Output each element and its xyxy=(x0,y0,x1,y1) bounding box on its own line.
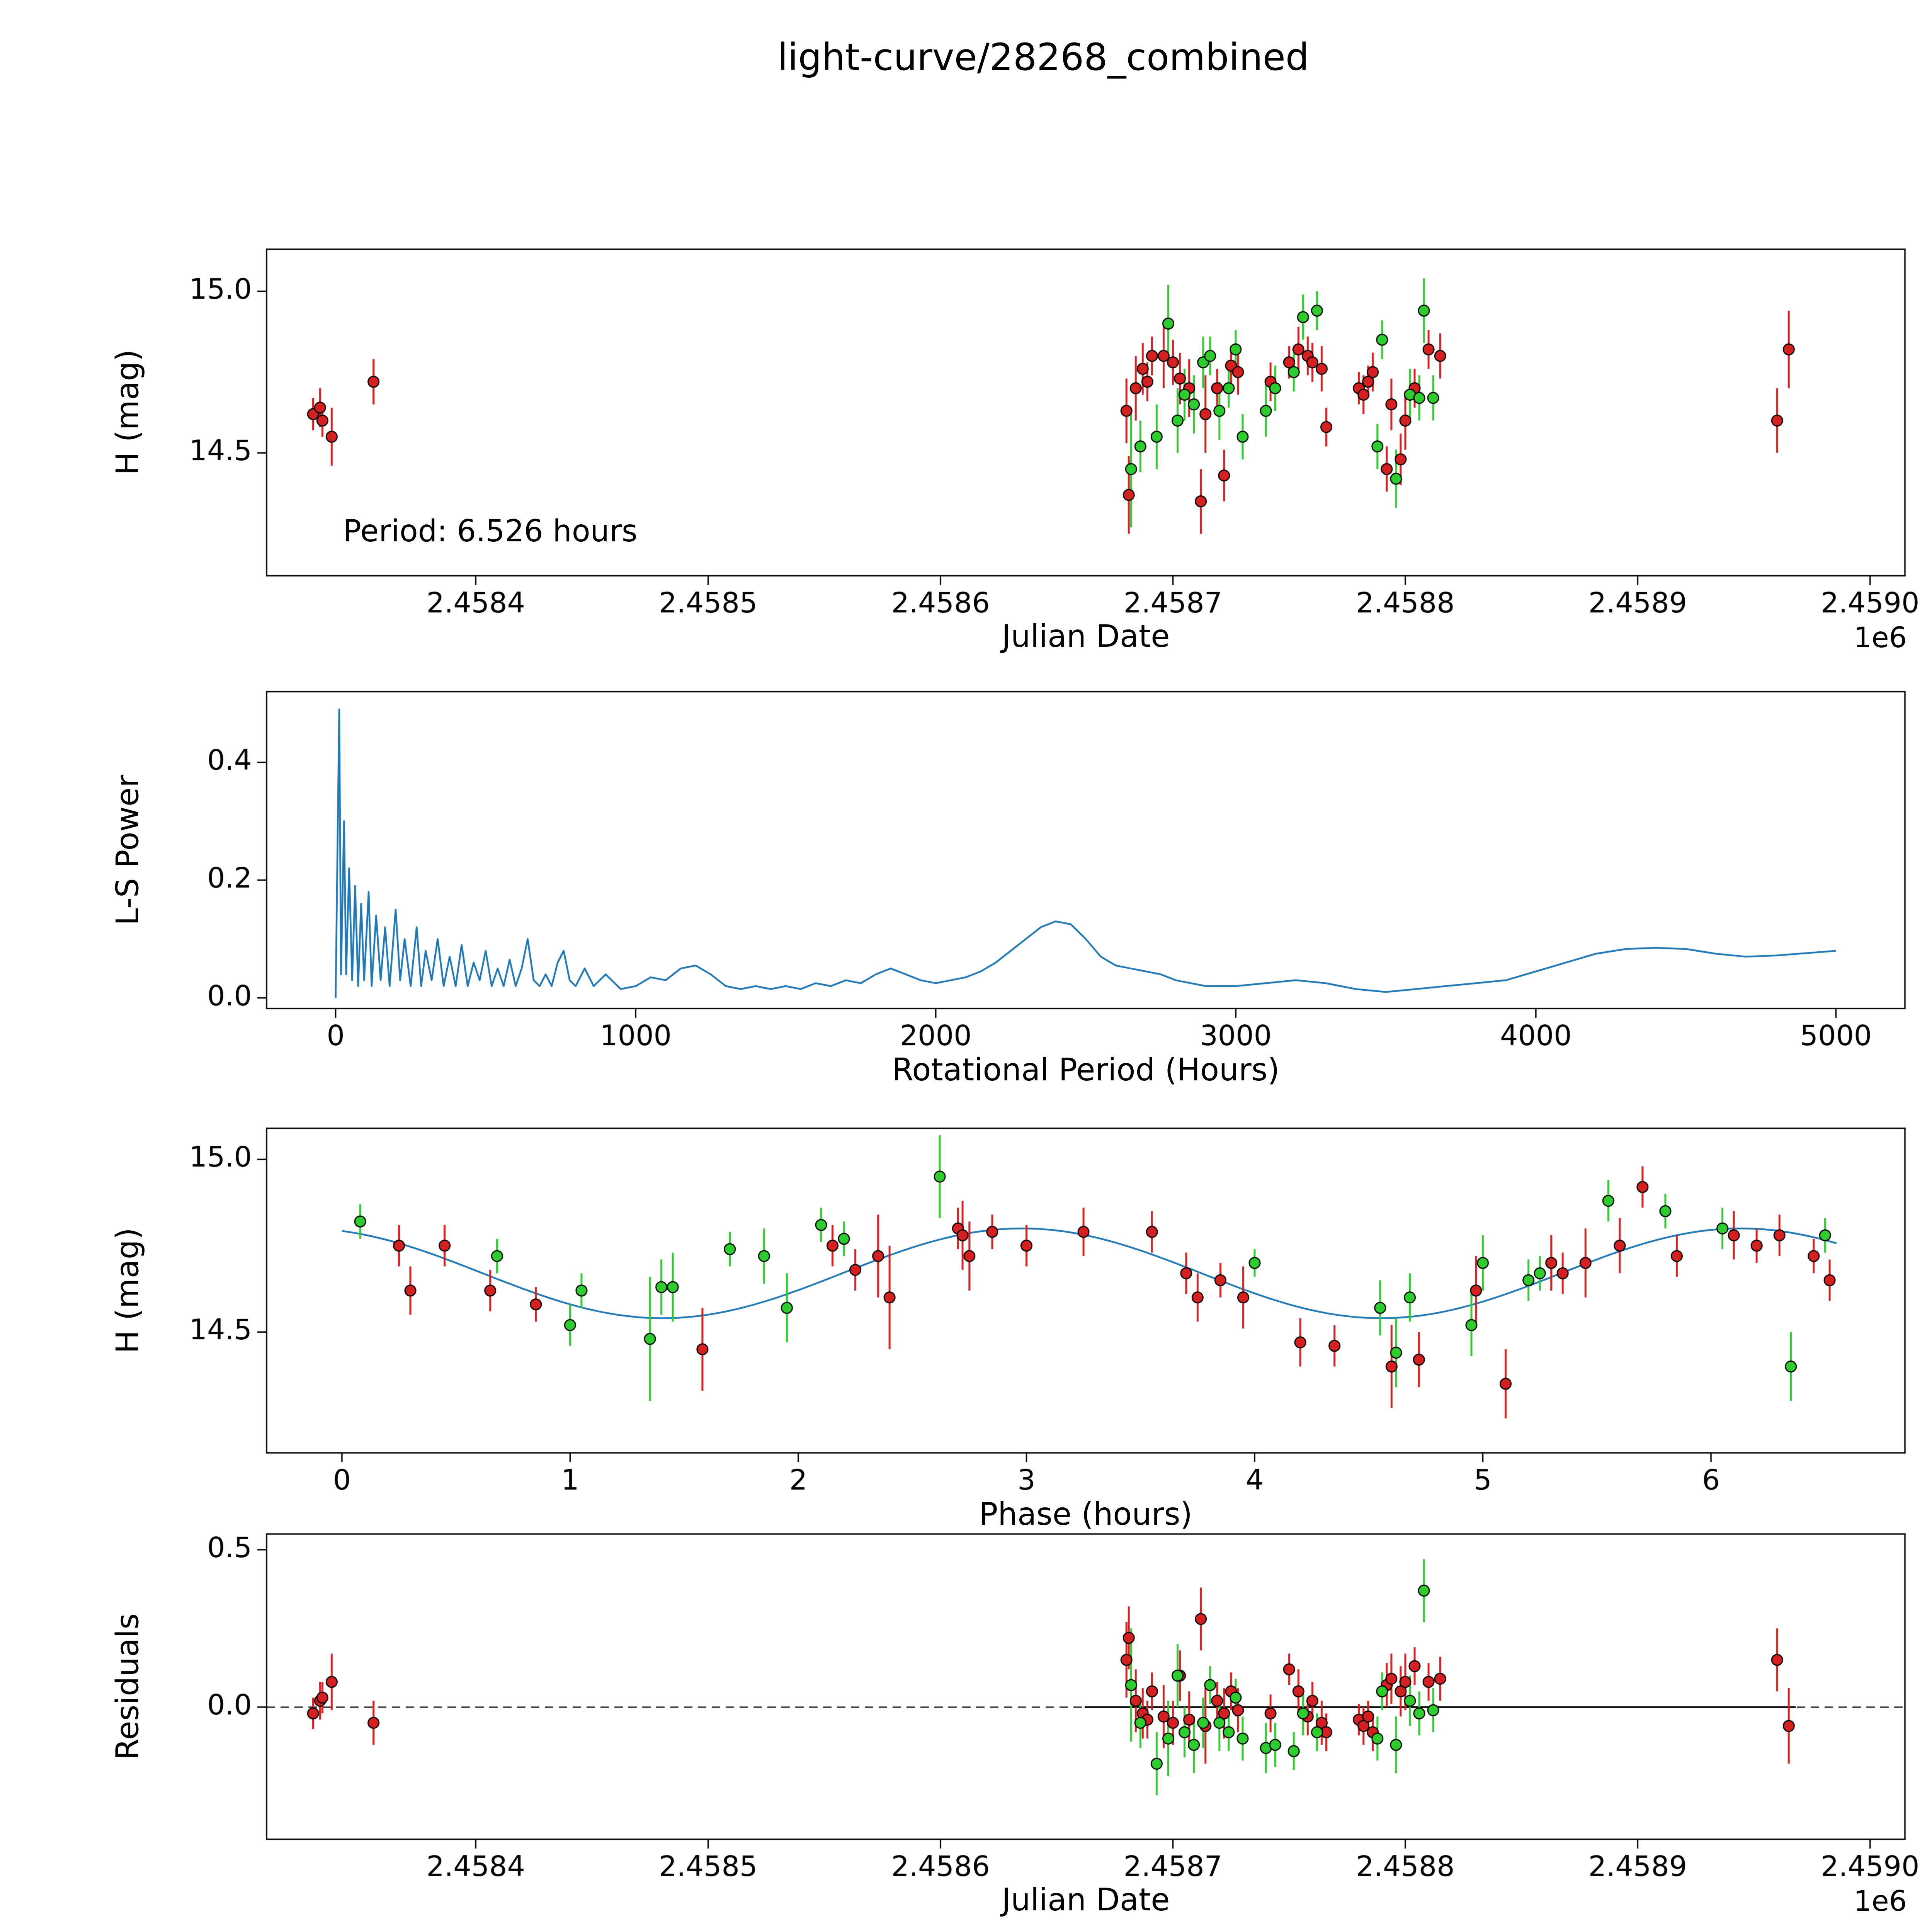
period-annotation: Period: 6.526 hours xyxy=(343,514,638,549)
panel1-y-axis-label: H (mag) xyxy=(109,349,146,475)
figure-title: light-curve/28268_combined xyxy=(777,36,1309,79)
panel4-axis-offset-text: 1e6 xyxy=(1854,1885,1907,1918)
panel4-y-axis-label: Residuals xyxy=(109,1613,146,1760)
panel3-y-axis-label: H (mag) xyxy=(109,1228,146,1354)
panel1-x-axis-label: Julian Date xyxy=(1002,618,1170,654)
panel4-x-axis-label: Julian Date xyxy=(1002,1882,1170,1918)
panel2-y-axis-label: L-S Power xyxy=(109,774,146,926)
panel2-x-axis-label: Rotational Period (Hours) xyxy=(892,1052,1280,1088)
panel1-axis-offset-text: 1e6 xyxy=(1854,621,1907,654)
panel3-x-axis-label: Phase (hours) xyxy=(979,1496,1192,1532)
